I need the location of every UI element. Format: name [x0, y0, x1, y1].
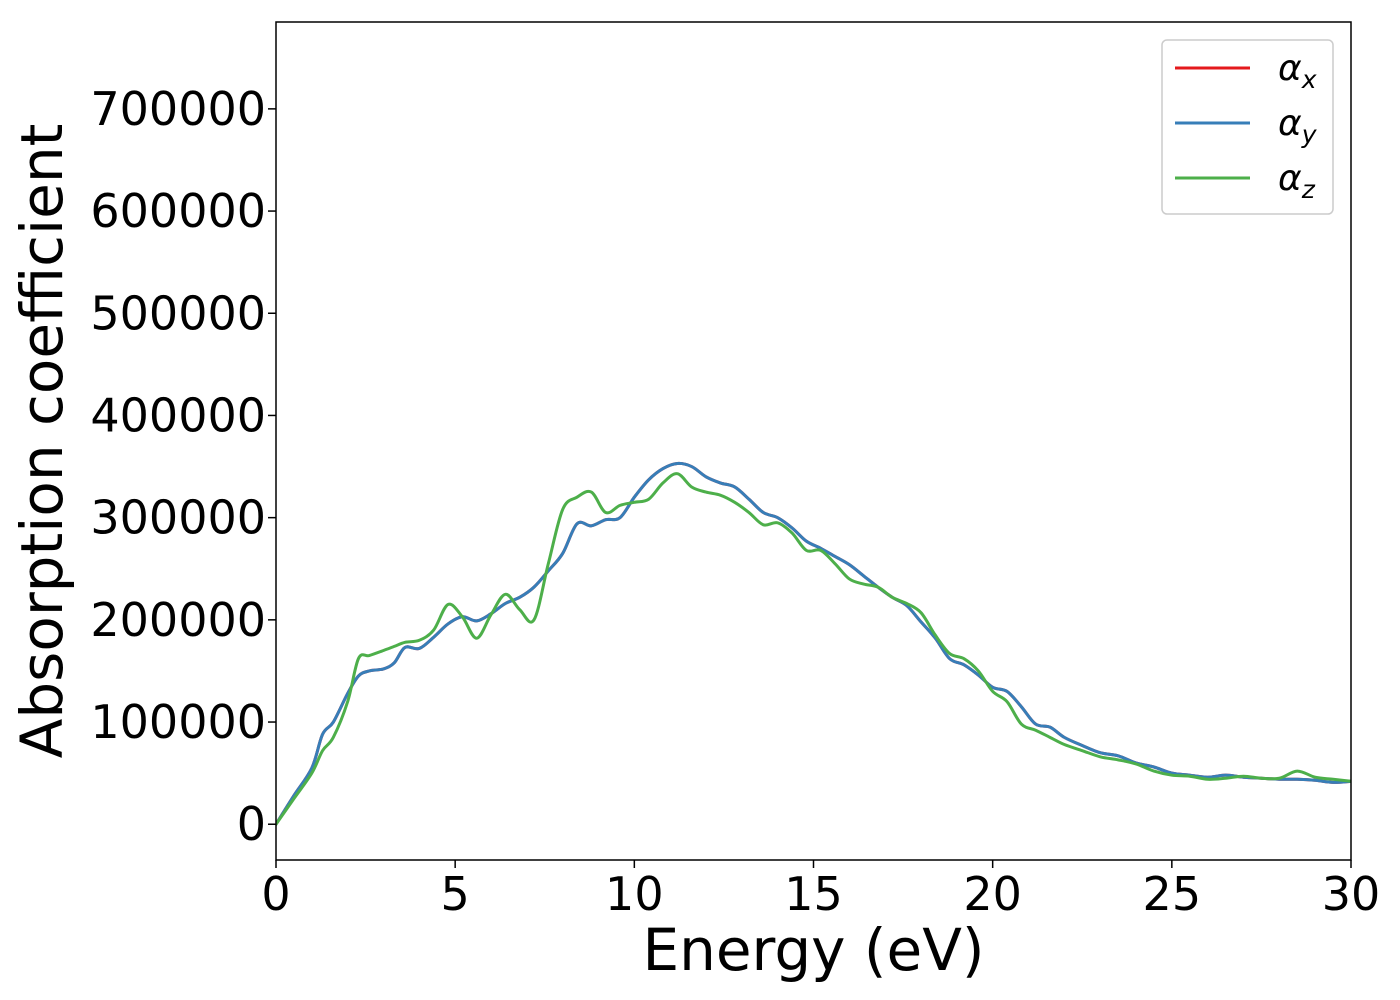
- y-tick-label: 600000: [90, 184, 266, 238]
- x-tick-label: 15: [784, 867, 843, 921]
- x-tick-label: 5: [441, 867, 470, 921]
- x-tick-label: 30: [1322, 867, 1381, 921]
- legend-symbol: α: [1278, 103, 1302, 144]
- y-tick-label: 700000: [90, 82, 266, 136]
- y-tick-label: 100000: [90, 695, 266, 749]
- y-tick-label: 400000: [90, 388, 266, 442]
- legend-label-z: αz: [1278, 158, 1316, 204]
- y-tick-label: 300000: [90, 491, 266, 545]
- x-tick-label: 20: [963, 867, 1022, 921]
- series-line-z: [276, 472, 1351, 826]
- y-axis-ticks: 0 100000 200000 300000 400000 500000 600000 700…: [90, 82, 276, 851]
- legend-subscript: z: [1301, 175, 1316, 204]
- x-axis-ticks: 0 5 10 15 20 25 30: [261, 860, 1380, 921]
- y-tick-label: 200000: [90, 593, 266, 647]
- y-tick-label: 0: [237, 797, 266, 851]
- legend-symbol: α: [1278, 48, 1302, 89]
- x-tick-label: 10: [605, 867, 664, 921]
- plot-frame: [275, 21, 1352, 861]
- x-tick-label: 25: [1143, 867, 1202, 921]
- legend-subscript: y: [1301, 120, 1318, 149]
- legend-label-x: αx: [1278, 48, 1317, 94]
- series-layer: [276, 461, 1351, 826]
- x-tick-label: 0: [261, 867, 290, 921]
- legend-symbol: α: [1278, 158, 1302, 199]
- y-tick-label: 500000: [90, 286, 266, 340]
- x-axis-title: Energy (eV): [642, 916, 984, 984]
- y-axis-title: Absorption coefficient: [8, 124, 76, 759]
- legend-subscript: x: [1301, 65, 1317, 94]
- legend-label-y: αy: [1278, 103, 1318, 149]
- legend-box: [1161, 39, 1334, 215]
